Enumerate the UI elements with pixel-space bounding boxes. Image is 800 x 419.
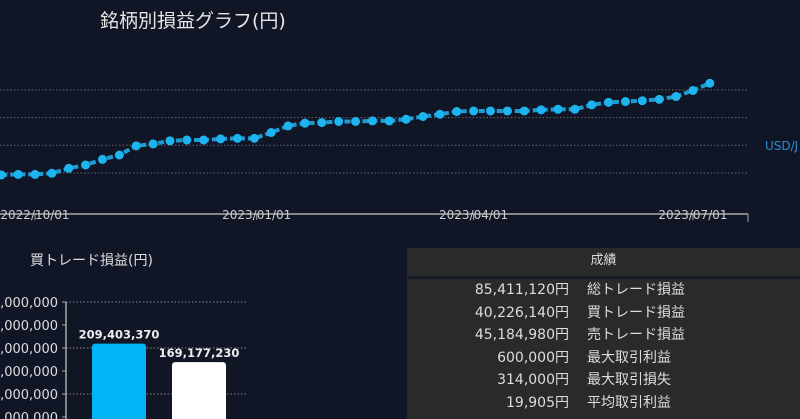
data-point[interactable] [249, 133, 259, 143]
result-label: 総トレード損益 [587, 282, 685, 298]
data-point[interactable] [165, 136, 175, 146]
data-point[interactable] [283, 121, 293, 131]
data-point[interactable] [502, 106, 512, 116]
data-point[interactable] [216, 134, 226, 144]
data-point[interactable] [199, 135, 209, 145]
data-point[interactable] [604, 97, 614, 107]
result-label: 最大取引利益 [587, 349, 671, 366]
data-point[interactable] [131, 141, 141, 151]
bar[interactable] [172, 362, 226, 419]
y-tick-label: 50,000,000 [0, 411, 58, 419]
bar-value-label: 209,403,370 [79, 328, 160, 342]
data-point[interactable] [435, 109, 445, 119]
bar-chart: 300,000,000 250,000,000 200,000,000 150,000… [0, 296, 248, 419]
y-tick-label: 200,000,000 [0, 342, 58, 357]
data-point[interactable] [469, 106, 479, 116]
data-point[interactable] [536, 105, 546, 115]
results-panel: 成績 85,411,120円 総トレード損益 40,226,140円 買トレード損益 4… [407, 248, 800, 419]
data-point[interactable] [485, 106, 495, 116]
results-row: 45,184,980円 売トレード損益 [407, 324, 800, 347]
data-point[interactable] [114, 150, 124, 160]
x-tick-label: 2022/10/01 [0, 208, 69, 222]
result-value: 600,000円 [497, 349, 569, 366]
result-label: 最大取引損失 [587, 372, 671, 388]
data-point[interactable] [266, 128, 276, 138]
data-point[interactable] [401, 114, 411, 124]
data-point[interactable] [452, 107, 462, 117]
y-tick-label: 250,000,000 [0, 319, 58, 334]
data-point[interactable] [384, 116, 394, 126]
data-point[interactable] [0, 170, 6, 180]
line-chart-title: 銘柄別損益グラフ(円) [100, 10, 286, 32]
y-tick-label: 300,000,000 [0, 296, 58, 311]
data-point[interactable] [182, 135, 192, 145]
data-point[interactable] [300, 118, 310, 128]
data-point[interactable] [705, 78, 715, 88]
y-tick-label: 150,000,000 [0, 365, 58, 380]
data-point[interactable] [97, 154, 107, 164]
data-point[interactable] [317, 118, 327, 128]
data-point[interactable] [367, 116, 377, 126]
results-header: 成績 [407, 248, 800, 279]
data-point[interactable] [13, 169, 23, 179]
data-point[interactable] [671, 92, 681, 102]
x-tick-label: 2023/04/01 [439, 208, 508, 222]
data-point[interactable] [148, 139, 158, 149]
result-value: 19,905円 [506, 394, 569, 411]
legend-item-usd[interactable]: USD/J [765, 139, 799, 153]
data-point[interactable] [30, 169, 40, 179]
data-point[interactable] [334, 116, 344, 126]
x-tick-label: 2023/07/01 [658, 208, 727, 222]
data-point[interactable] [637, 96, 647, 106]
data-point[interactable] [519, 106, 529, 116]
result-value: 85,411,120円 [474, 282, 569, 298]
data-point[interactable] [351, 116, 361, 126]
data-point[interactable] [587, 100, 597, 110]
x-tick-label: 2023/01/01 [222, 208, 291, 222]
results-row: 85,411,120円 総トレード損益 [407, 279, 800, 302]
data-point[interactable] [81, 160, 91, 170]
results-row: 19,905円 平均取引利益 [407, 392, 800, 415]
result-label: 買トレード損益 [587, 304, 685, 321]
results-row: 600,000円 最大取引利益 [407, 347, 800, 370]
data-point[interactable] [570, 104, 580, 114]
bar[interactable] [92, 343, 146, 419]
results-row: 314,000円 最大取引損失 [407, 369, 800, 392]
line-chart: 2022/10/01 2023/01/01 2023/04/01 2023/07/01 [0, 78, 749, 222]
data-point[interactable] [553, 104, 563, 114]
result-label: 平均取引利益 [587, 394, 671, 411]
result-value: 45,184,980円 [474, 327, 569, 343]
bar-value-label: 169,177,230 [159, 346, 240, 360]
results-row: 40,226,140円 買トレード損益 [407, 302, 800, 325]
result-label: 売トレード損益 [587, 327, 685, 343]
data-point[interactable] [654, 94, 664, 104]
data-point[interactable] [232, 133, 242, 143]
bar-chart-title: 買トレード損益(円) [30, 253, 153, 269]
data-point[interactable] [64, 163, 74, 173]
series-line [1, 81, 711, 177]
y-tick-label: 100,000,000 [0, 388, 58, 403]
result-value: 40,226,140円 [474, 304, 569, 321]
data-point[interactable] [620, 97, 630, 107]
data-point[interactable] [47, 168, 57, 178]
result-value: 314,000円 [497, 372, 569, 388]
data-point[interactable] [688, 85, 698, 95]
data-point[interactable] [418, 111, 428, 121]
